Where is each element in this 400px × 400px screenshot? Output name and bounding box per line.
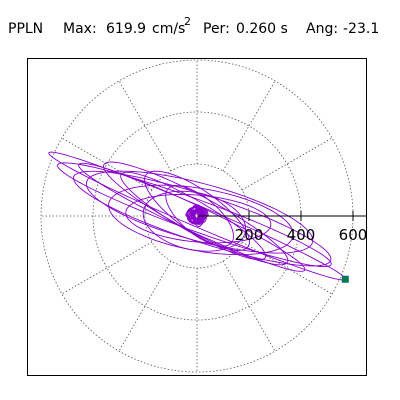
orbit-trace-1 (48, 151, 346, 281)
radial-tick-label-600: 600 (339, 226, 368, 244)
radial-axis: 200 400 600 (197, 211, 367, 244)
max-marker-group (341, 275, 349, 283)
orbit-trace-8 (120, 171, 267, 261)
orbit-trace-11 (142, 190, 247, 252)
max-label: Max: (63, 21, 97, 37)
orbit-trace-5 (85, 170, 314, 254)
orbit-trace-3 (73, 170, 332, 267)
grid-spoke-60 (222, 80, 276, 172)
station-label: PPLN (8, 21, 43, 37)
max-value: 619.9 (106, 21, 146, 37)
grid-spoke-330 (241, 241, 333, 295)
plot-header: PPLN Max: 619.9 cm/s 2 Per: 0.260 s Ang:… (8, 15, 379, 37)
max-point-marker (341, 275, 349, 283)
core-loop-2-10 (190, 209, 201, 220)
max-unit: cm/s (152, 21, 185, 37)
per-label: Per: (203, 21, 230, 37)
radial-tick-label-200: 200 (235, 226, 264, 244)
max-unit-exponent: 2 (184, 15, 191, 28)
orbit-trace-7 (108, 184, 294, 256)
radial-tick-label-400: 400 (287, 226, 316, 244)
orbit-trace-12 (165, 185, 234, 247)
ang-label: Ang: (306, 21, 338, 37)
ang-value: -23.1 (343, 21, 379, 37)
orbit-trace-4 (78, 162, 306, 272)
plot-frame (27, 58, 367, 376)
grid-spoke-30 (241, 137, 333, 191)
grid-spoke-210 (61, 241, 153, 295)
orbit-trace-10 (144, 170, 250, 251)
per-value: 0.260 s (236, 21, 288, 37)
core-loop-1-14 (188, 205, 206, 224)
orbit-trace-9 (125, 193, 272, 244)
orbit-traces (48, 151, 346, 281)
orbit-trace-6 (103, 161, 289, 266)
